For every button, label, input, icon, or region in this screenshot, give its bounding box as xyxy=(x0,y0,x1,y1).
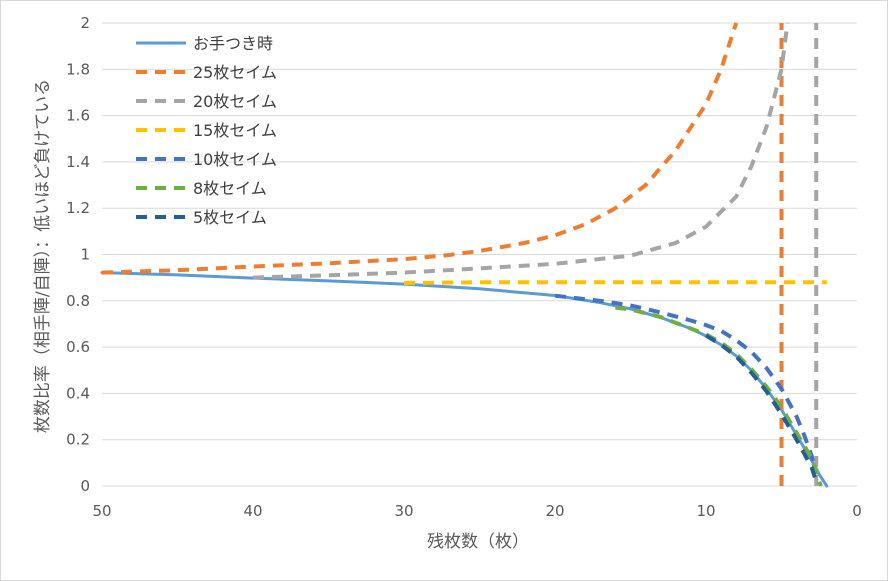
series-lines xyxy=(100,22,829,488)
x-tick-label: 20 xyxy=(545,502,564,520)
legend-label: 8枚セイム xyxy=(193,179,267,198)
series-line-6 xyxy=(615,305,823,487)
y-tick-label: 1.2 xyxy=(66,199,90,217)
y-tick-label: 1 xyxy=(80,246,90,264)
y-tick-label: 1.8 xyxy=(66,60,90,78)
x-tick-label: 40 xyxy=(243,502,262,520)
x-tick-label: 0 xyxy=(852,502,862,520)
y-tick-label: 0.8 xyxy=(66,292,90,310)
y-tick-label: 2 xyxy=(80,14,90,32)
series-line-3 xyxy=(252,22,790,280)
y-tick-label: 0.6 xyxy=(66,338,90,356)
y-axis-title: 枚数比率（相手陣/自陣）：低いほど負けている xyxy=(33,79,53,433)
legend-label: 15枚セイム xyxy=(193,121,277,140)
x-tick-labels: 50 40 30 20 10 0 xyxy=(92,502,861,520)
legend: お手つき時 25枚セイム 20枚セイム 15枚セイム 10枚セイム 8枚セイム 5枚セイム xyxy=(136,34,277,227)
y-tick-label: 0 xyxy=(80,477,90,495)
x-tick-label: 10 xyxy=(696,502,715,520)
legend-label: お手つき時 xyxy=(193,34,273,53)
series-line-4 xyxy=(403,280,827,285)
y-tick-label: 1.6 xyxy=(66,107,90,125)
x-axis-title: 残枚数（枚） xyxy=(427,532,529,552)
x-tick-label: 30 xyxy=(394,502,413,520)
y-tick-label: 0.2 xyxy=(66,431,90,449)
legend-label: 5枚セイム xyxy=(193,208,267,227)
y-tick-label: 1.4 xyxy=(66,153,90,171)
y-tick-label: 0.4 xyxy=(66,384,90,402)
series-line-5 xyxy=(554,293,819,475)
series-line-2 xyxy=(101,22,739,275)
legend-label: 20枚セイム xyxy=(193,92,277,111)
series-line-1 xyxy=(100,271,829,488)
legend-label: 25枚セイム xyxy=(193,63,277,82)
y-tick-labels: 0 0.2 0.4 0.6 0.8 1 1.2 1.4 1.6 1.8 2 xyxy=(66,14,90,495)
x-tick-label: 50 xyxy=(92,502,111,520)
gridlines xyxy=(102,22,857,441)
series-line-7 xyxy=(704,333,819,483)
legend-label: 10枚セイム xyxy=(193,150,277,169)
